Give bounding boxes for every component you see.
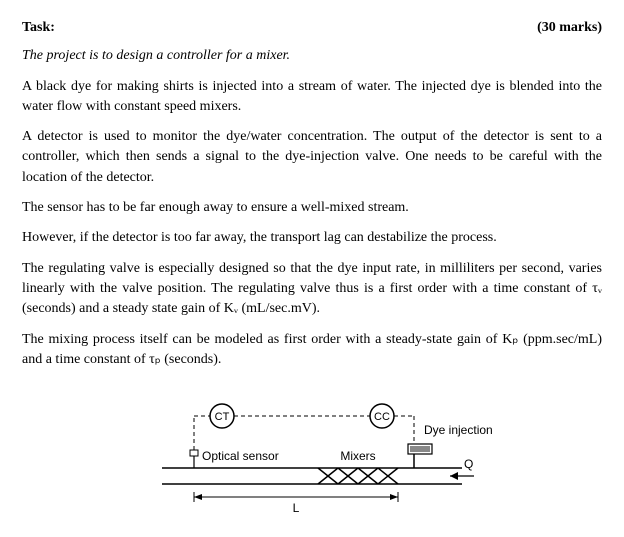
paragraph-5: The regulating valve is especially desig…	[22, 259, 602, 320]
mixers-label: Mixers	[340, 449, 375, 463]
flow-label: Q	[464, 457, 473, 471]
marks-label: (30 marks)	[537, 18, 602, 38]
ct-label: CT	[215, 411, 230, 423]
paragraph-4: However, if the detector is too far away…	[22, 228, 602, 248]
paragraph-6: The mixing process itself can be modeled…	[22, 330, 602, 371]
paragraph-1: A black dye for making shirts is injecte…	[22, 77, 602, 118]
optical-sensor-label: Optical sensor	[202, 449, 279, 463]
paragraph-2: A detector is used to monitor the dye/wa…	[22, 127, 602, 188]
mixer-diagram: CT CC Q Dye injection Mixers Optical sen…	[122, 398, 502, 518]
paragraph-3: The sensor has to be far enough away to …	[22, 198, 602, 218]
dye-injection-label: Dye injection	[424, 423, 493, 437]
length-label: L	[293, 501, 300, 515]
subtitle: The project is to design a controller fo…	[22, 46, 602, 66]
diagram-container: CT CC Q Dye injection Mixers Optical sen…	[22, 398, 602, 518]
cc-label: CC	[374, 411, 390, 423]
task-label: Task:	[22, 18, 55, 38]
